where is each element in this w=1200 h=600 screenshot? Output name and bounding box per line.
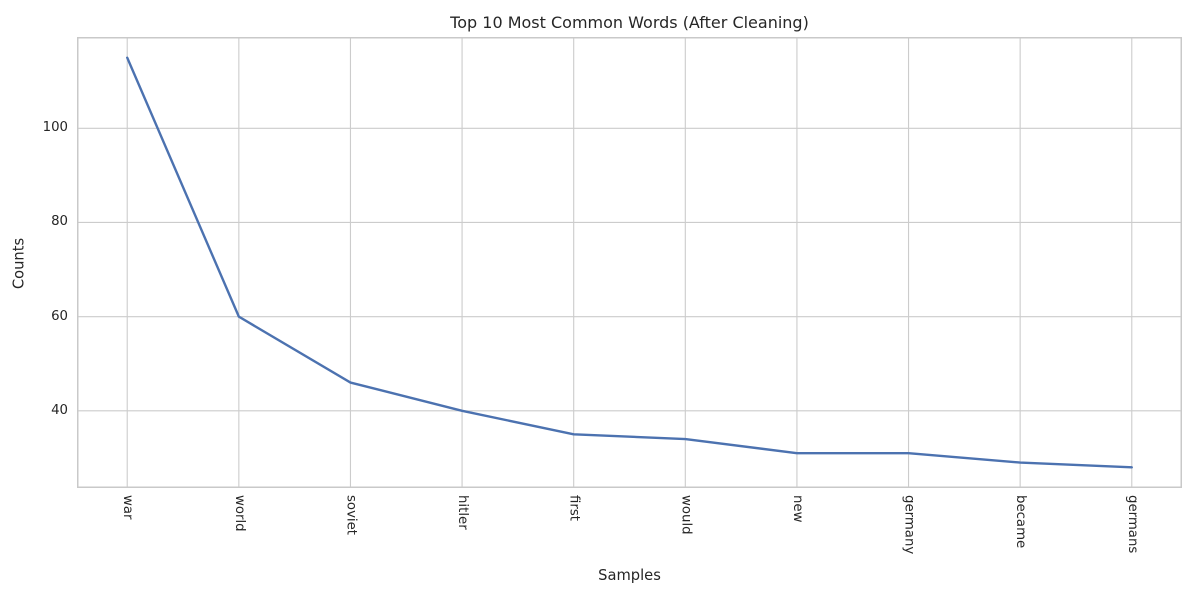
plot-area-svg [77, 37, 1182, 488]
y-tick-label: 40 [51, 402, 68, 418]
x-tick-label: germany [901, 495, 917, 555]
y-tick-label: 60 [51, 308, 68, 324]
x-axis-label: Samples [598, 567, 661, 584]
x-tick-label: first [566, 495, 582, 521]
axes-spines [77, 37, 1182, 488]
y-axis-label: Counts [10, 237, 28, 290]
x-tick-label: germans [1124, 495, 1140, 554]
x-tick-label: war [120, 495, 136, 520]
chart-title: Top 10 Most Common Words (After Cleaning… [450, 13, 809, 32]
x-tick-label: became [1013, 495, 1029, 549]
x-tick-label: new [789, 495, 805, 523]
x-tick-label: soviet [343, 495, 359, 536]
x-tick-label: would [678, 495, 694, 535]
x-tick-label: world [231, 495, 247, 532]
y-tick-label: 80 [51, 214, 68, 230]
x-tick-label: hitler [455, 495, 471, 530]
y-tick-label: 100 [42, 120, 68, 136]
data-line [126, 56, 1133, 469]
